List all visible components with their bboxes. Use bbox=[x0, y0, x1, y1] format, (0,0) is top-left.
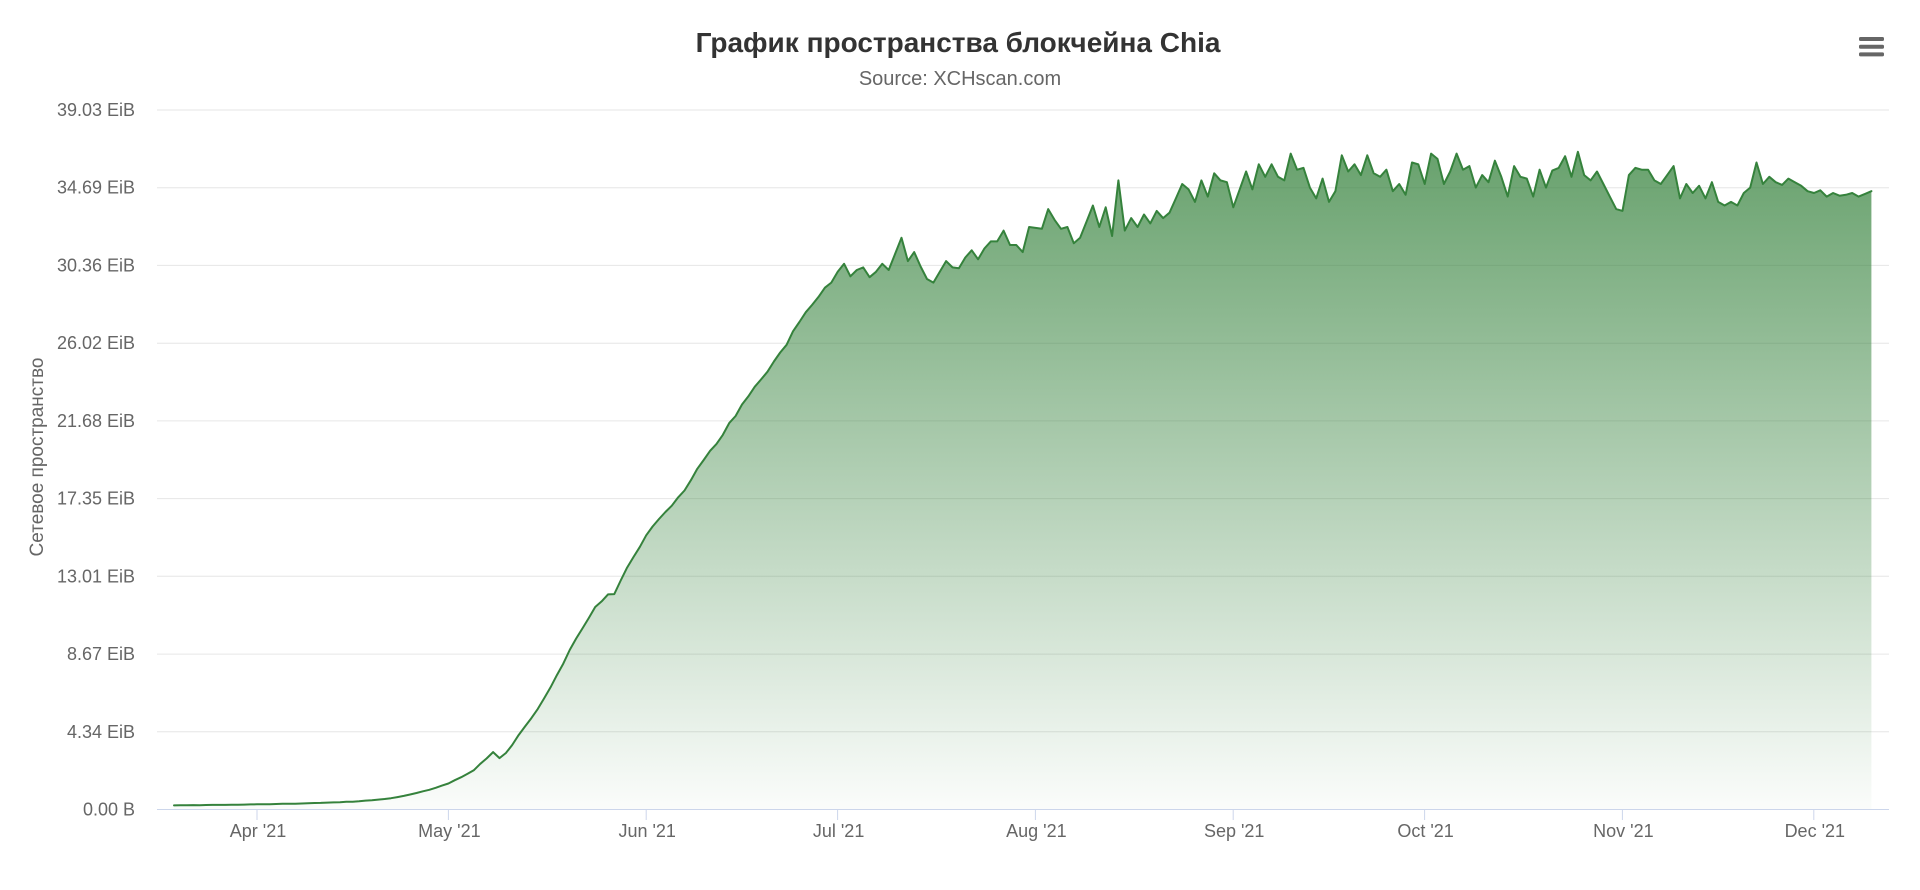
svg-text:May '21: May '21 bbox=[418, 821, 480, 841]
svg-text:17.35 EiB: 17.35 EiB bbox=[57, 489, 135, 509]
svg-text:Apr '21: Apr '21 bbox=[230, 821, 286, 841]
svg-text:График пространства блокчейна: График пространства блокчейна Chia bbox=[696, 27, 1221, 58]
svg-text:Sep '21: Sep '21 bbox=[1204, 821, 1265, 841]
svg-text:Aug '21: Aug '21 bbox=[1006, 821, 1067, 841]
svg-text:Source: XCHscan.com: Source: XCHscan.com bbox=[859, 68, 1061, 90]
svg-text:Dec '21: Dec '21 bbox=[1785, 821, 1845, 841]
svg-text:Nov '21: Nov '21 bbox=[1593, 821, 1653, 841]
svg-text:39.03 EiB: 39.03 EiB bbox=[57, 100, 135, 120]
svg-text:0.00 B: 0.00 B bbox=[83, 800, 135, 820]
svg-text:34.69 EiB: 34.69 EiB bbox=[57, 178, 135, 198]
svg-text:13.01 EiB: 13.01 EiB bbox=[57, 566, 135, 586]
svg-text:4.34 EiB: 4.34 EiB bbox=[67, 722, 135, 742]
svg-text:Jun '21: Jun '21 bbox=[618, 821, 675, 841]
svg-text:21.68 EiB: 21.68 EiB bbox=[57, 411, 135, 431]
svg-text:Сетевое пространство: Сетевое пространство bbox=[27, 358, 48, 557]
svg-text:Jul '21: Jul '21 bbox=[813, 821, 864, 841]
svg-text:Oct '21: Oct '21 bbox=[1397, 821, 1453, 841]
svg-text:30.36 EiB: 30.36 EiB bbox=[57, 255, 135, 275]
svg-text:8.67 EiB: 8.67 EiB bbox=[67, 644, 135, 664]
svg-text:26.02 EiB: 26.02 EiB bbox=[57, 333, 135, 353]
